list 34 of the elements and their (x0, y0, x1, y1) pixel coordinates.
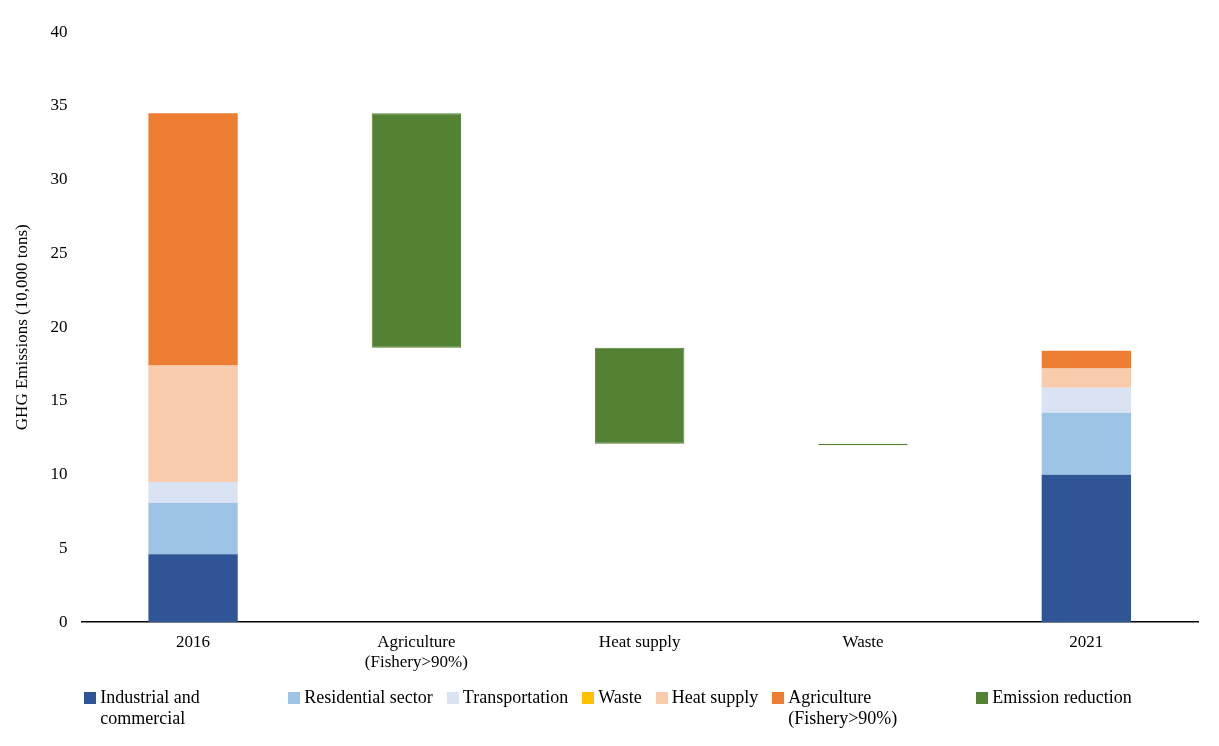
legend-label: Waste (598, 687, 642, 708)
bar (371, 113, 462, 348)
x-tick-label: Agriculture (Fishery>90%) (364, 631, 468, 672)
legend-label: Transportation (462, 687, 569, 708)
y-tick-label: 40 (50, 21, 68, 41)
x-tick-label: Heat supply (598, 631, 682, 651)
y-tick-label: 20 (50, 316, 68, 336)
bar (148, 365, 238, 483)
y-tick-label: 15 (50, 390, 68, 410)
y-tick-label: 10 (50, 464, 68, 484)
y-tick-label: 30 (50, 169, 68, 189)
y-tick-label: 5 (58, 537, 68, 557)
bar (1041, 412, 1131, 475)
legend-label: Residential sector (304, 687, 433, 708)
y-tick-label: 25 (50, 242, 68, 262)
bar (148, 113, 238, 366)
y-tick-label: 0 (58, 611, 68, 631)
y-tick-label: 35 (50, 95, 68, 115)
legend-label: Industrial and commercial (100, 687, 201, 729)
x-tick-label: 2016 (176, 631, 211, 651)
bar (1041, 474, 1131, 623)
bar (148, 554, 238, 623)
y-axis-title: GHG Emissions (10,000 tons) (11, 224, 31, 431)
legend-label: Heat supply (671, 687, 759, 708)
bar (1041, 350, 1131, 369)
legend-label: Emission reduction (992, 687, 1132, 708)
bar (1041, 368, 1131, 388)
x-tick-label: 2021 (1069, 631, 1104, 651)
bar (148, 482, 238, 503)
legend-label: Agriculture (Fishery>90%) (788, 687, 899, 729)
bar (148, 502, 238, 555)
bar (1041, 387, 1131, 413)
x-tick-label: Waste (842, 631, 884, 651)
bar (595, 347, 685, 444)
